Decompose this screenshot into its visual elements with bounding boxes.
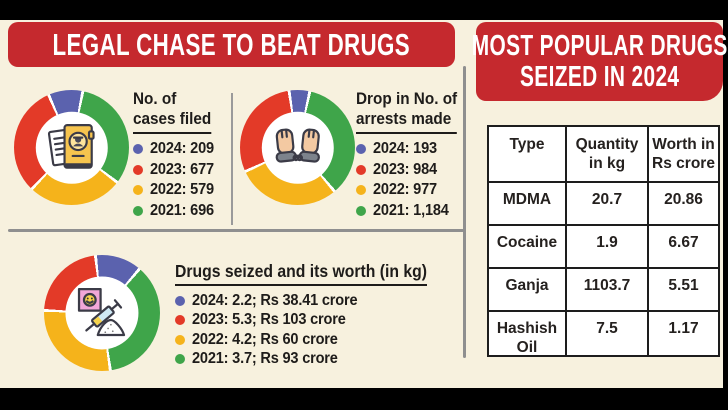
table-header-worth: Worth in Rs crore	[648, 126, 719, 182]
table-cell-type: Cocaine	[488, 225, 566, 268]
bottom-letterbox-bar	[0, 388, 728, 410]
legend-label: 2021: 3.7; Rs 93 crore	[192, 350, 338, 368]
legend-label: 2022: 977	[373, 181, 437, 199]
legend-bullet	[133, 205, 143, 216]
table-cell-type: Hashish Oil	[488, 311, 566, 356]
legend-bullet	[133, 164, 143, 175]
arrests-made-legend: 2024: 193 2023: 984 2022: 977 2021: 1,18…	[356, 139, 468, 221]
legend-item: 2023: 984	[356, 160, 468, 181]
legend-item: 2023: 677	[133, 160, 220, 181]
legend-item: 2022: 977	[356, 180, 468, 201]
drugs-seized-block: Drugs seized and its worth (in kg) 2024:…	[175, 261, 455, 369]
donut-hole	[35, 111, 108, 184]
table-cell-quantity: 1103.7	[566, 268, 648, 311]
table-header-quantity: Quantity in kg	[566, 126, 648, 182]
legend-label: 2022: 4.2; Rs 60 crore	[192, 330, 338, 348]
content-area: LEGAL CHASE TO BEAT DRUGS MOST POPULAR D…	[0, 20, 727, 388]
legend-bullet	[356, 185, 366, 196]
right-title-line1: MOST POPULAR DRUGS	[471, 29, 728, 62]
legend-label: 2023: 677	[150, 160, 214, 178]
legend-item: 2022: 4.2; Rs 60 crore	[175, 330, 455, 350]
legend-item: 2021: 1,184	[356, 201, 468, 222]
legend-bullet	[175, 334, 185, 345]
legend-item: 2021: 3.7; Rs 93 crore	[175, 350, 455, 370]
legend-label: 2023: 984	[373, 160, 437, 178]
table-cell-worth: 1.17	[648, 311, 719, 356]
legend-bullet	[356, 205, 366, 216]
legend-bullet	[175, 315, 185, 326]
legend-bullet	[356, 164, 366, 175]
cases-filed-block: No. of cases filed 2024: 209 2023: 677 2…	[133, 89, 220, 221]
legend-item: 2021: 696	[133, 201, 220, 222]
legend-label: 2023: 5.3; Rs 103 crore	[192, 311, 346, 329]
donut-hole	[261, 111, 334, 184]
legend-label: 2024: 209	[150, 140, 214, 158]
table-cell-quantity: 7.5	[566, 311, 648, 356]
legend-bullet	[133, 185, 143, 196]
case-file-icon	[47, 123, 95, 169]
drugs-icon	[77, 287, 125, 336]
horizontal-divider-line	[8, 229, 464, 232]
handcuffs-icon	[275, 128, 320, 163]
donut-hole	[65, 276, 139, 350]
arrests-made-heading: Drop in No. of arrests made	[356, 89, 468, 134]
legend-label: 2022: 579	[150, 181, 214, 199]
table-cell-type: MDMA	[488, 182, 566, 225]
arrests-made-block: Drop in No. of arrests made 2024: 193 20…	[356, 89, 468, 221]
legend-bullet	[175, 354, 185, 365]
drugs-seized-heading-text: Drugs seized and its worth (in kg)	[175, 261, 428, 286]
legend-item: 2023: 5.3; Rs 103 crore	[175, 311, 455, 331]
table-cell-quantity: 20.7	[566, 182, 648, 225]
table-cell-type: Ganja	[488, 268, 566, 311]
legend-bullet	[133, 144, 143, 155]
cases-filed-heading: No. of cases filed	[133, 89, 220, 134]
arrests-heading-line2: arrests made	[356, 109, 452, 128]
left-panel-title: LEGAL CHASE TO BEAT DRUGS	[8, 22, 455, 67]
donut-chart-cases-filed	[14, 90, 129, 205]
legend-label: 2021: 696	[150, 201, 214, 219]
table-cell-worth: 5.51	[648, 268, 719, 311]
legend-item: 2022: 579	[133, 180, 220, 201]
cases-filed-heading-line1: No. of	[133, 89, 177, 108]
right-panel-title: MOST POPULAR DRUGS SEIZED IN 2024	[472, 22, 727, 101]
table-cell-worth: 20.86	[648, 182, 719, 225]
legend-label: 2021: 1,184	[373, 201, 449, 219]
donut-chart-arrests-made	[240, 90, 355, 205]
donut-chart-drugs-seized	[44, 255, 160, 371]
drugs-seized-legend: 2024: 2.2; Rs 38.41 crore 2023: 5.3; Rs …	[175, 291, 455, 369]
right-panel-title-text: MOST POPULAR DRUGS SEIZED IN 2024	[471, 29, 728, 93]
panel-divider-line	[463, 66, 466, 358]
drugs-seized-heading: Drugs seized and its worth (in kg)	[175, 261, 455, 286]
legend-item: 2024: 209	[133, 139, 220, 160]
drugs-table: Type Quantity in kg Worth in Rs crore MD…	[487, 125, 720, 357]
table-cell-quantity: 1.9	[566, 225, 648, 268]
legend-item: 2024: 2.2; Rs 38.41 crore	[175, 291, 455, 311]
table-header-type: Type	[488, 126, 566, 182]
arrests-heading-line1: Drop in No. of	[356, 89, 458, 108]
top-sections-divider-line	[231, 93, 233, 225]
legend-bullet	[175, 295, 185, 306]
legend-label: 2024: 193	[373, 140, 437, 158]
left-panel-title-text: LEGAL CHASE TO BEAT DRUGS	[52, 26, 411, 62]
right-title-line2: SEIZED IN 2024	[519, 60, 680, 93]
legend-bullet	[356, 144, 366, 155]
legend-label: 2024: 2.2; Rs 38.41 crore	[192, 291, 358, 309]
cases-filed-heading-line2: cases filed	[133, 109, 212, 128]
table-cell-worth: 6.67	[648, 225, 719, 268]
legend-item: 2024: 193	[356, 139, 468, 160]
top-letterbox-bar	[0, 0, 728, 20]
cases-filed-legend: 2024: 209 2023: 677 2022: 579 2021: 696	[133, 139, 220, 221]
